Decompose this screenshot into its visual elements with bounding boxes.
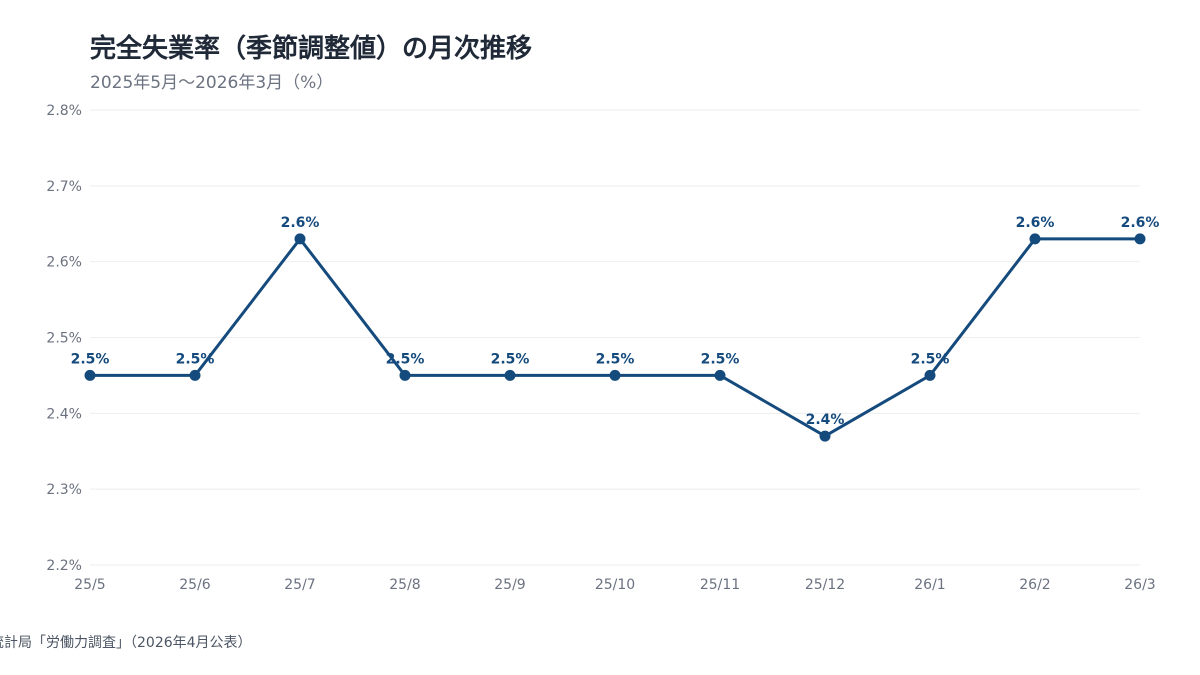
y-tick-label: 2.7% <box>46 179 82 195</box>
data-points <box>84 233 1146 442</box>
data-label: 2.6% <box>1121 215 1160 231</box>
data-label: 2.5% <box>71 351 110 367</box>
data-label: 2.5% <box>491 351 530 367</box>
data-label: 2.5% <box>176 351 215 367</box>
data-labels: 2.5% 2.5% 2.6% 2.5% 2.5% 2.5% 2.5% 2.4% 2.5% 2.6%… <box>71 215 1160 428</box>
chart-title: 完全失業率（季節調整値）の月次推移 <box>90 34 533 64</box>
x-tick-label: 25/7 <box>284 577 315 593</box>
data-label: 2.5% <box>386 351 425 367</box>
x-axis-ticks: 25/5 25/6 25/7 25/8 25/9 25/10 25/11 25/12 26/1 2… <box>74 577 1155 593</box>
data-point <box>1029 233 1041 245</box>
y-tick-label: 2.4% <box>46 406 82 422</box>
data-point <box>609 369 621 381</box>
data-point <box>1134 233 1146 245</box>
x-tick-label: 25/6 <box>179 577 211 593</box>
x-tick-label: 26/3 <box>1124 577 1155 593</box>
data-label: 2.4% <box>806 412 845 428</box>
x-tick-label: 25/5 <box>74 577 105 593</box>
x-tick-label: 26/1 <box>914 577 945 593</box>
data-point <box>714 369 726 381</box>
x-tick-label: 25/11 <box>700 577 740 593</box>
data-point <box>189 369 201 381</box>
data-point <box>819 430 831 442</box>
data-point <box>924 369 936 381</box>
data-label: 2.6% <box>1016 215 1055 231</box>
x-tick-label: 25/12 <box>805 577 845 593</box>
x-tick-label: 25/10 <box>595 577 635 593</box>
y-tick-label: 2.5% <box>46 331 82 347</box>
data-point <box>504 369 516 381</box>
data-point <box>399 369 411 381</box>
y-tick-label: 2.8% <box>46 103 82 119</box>
data-label: 2.5% <box>701 351 740 367</box>
gridlines <box>90 109 1140 566</box>
chart-subtitle: 2025年5月〜2026年3月（%） <box>90 73 334 93</box>
data-label: 2.5% <box>911 351 950 367</box>
data-point <box>84 369 96 381</box>
source-note: 統計局「労働力調査」（2026年4月公表） <box>0 635 252 651</box>
x-tick-label: 26/2 <box>1019 577 1050 593</box>
y-tick-label: 2.2% <box>46 558 82 574</box>
data-point <box>294 233 306 245</box>
x-tick-label: 25/9 <box>494 577 525 593</box>
data-label: 2.5% <box>596 351 635 367</box>
y-tick-label: 2.6% <box>46 255 82 271</box>
x-tick-label: 25/8 <box>389 577 420 593</box>
y-tick-label: 2.3% <box>46 482 82 498</box>
y-axis-ticks: 2.2% 2.3% 2.4% 2.5% 2.6% 2.7% 2.8% <box>46 103 82 574</box>
data-label: 2.6% <box>281 215 320 231</box>
